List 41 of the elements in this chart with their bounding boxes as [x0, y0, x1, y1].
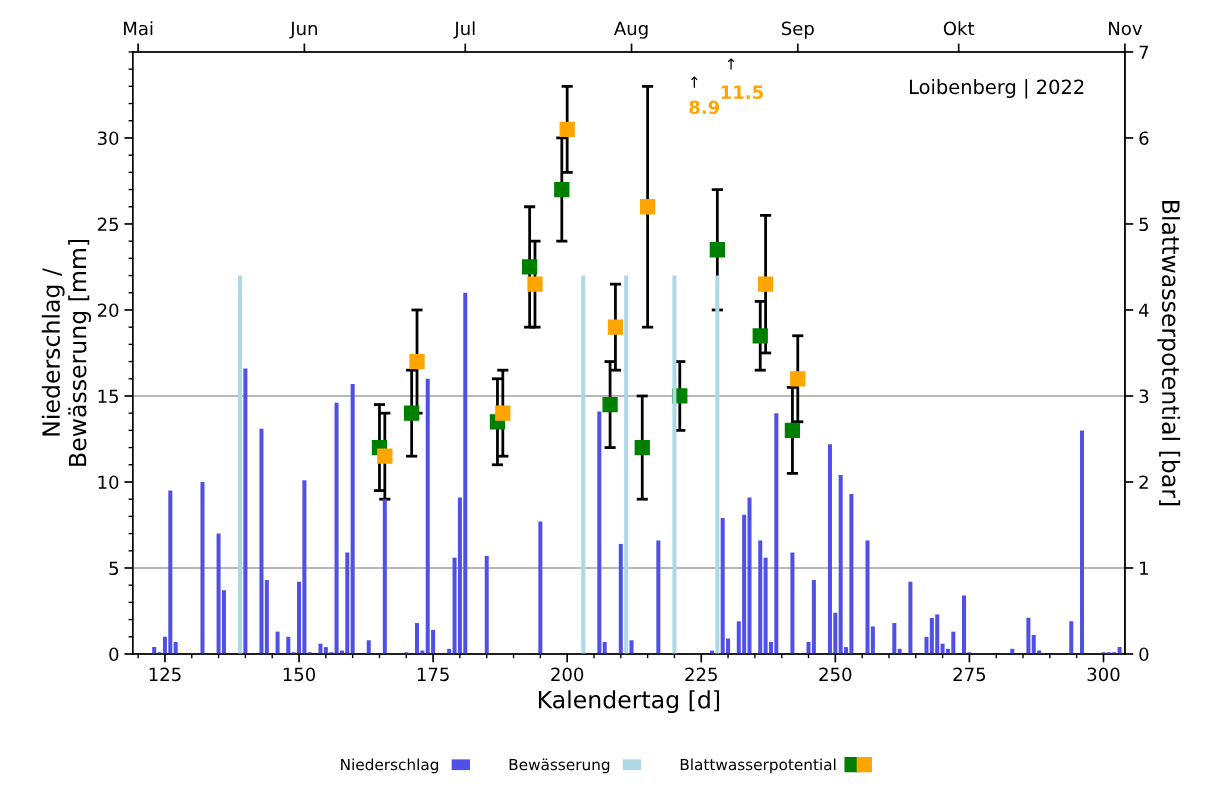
legend-label: Niederschlag [341, 758, 439, 774]
x-tick-label: 225 [685, 667, 717, 682]
y-tick-label: 20 [97, 303, 119, 318]
x-tick-label: 175 [417, 667, 449, 682]
y-tick-label: 15 [98, 389, 118, 404]
y-tick-label: 0 [109, 647, 119, 662]
legend-label: Blattwasserpotential [680, 758, 836, 774]
x-tick-label: 275 [953, 667, 986, 682]
y2-tick-label: 6 [1139, 131, 1149, 146]
x2-tick-label: Mai [124, 21, 153, 36]
x-tick-label: 250 [819, 667, 852, 682]
x-tick-label: 125 [149, 667, 181, 682]
x-tick-label: 200 [551, 667, 584, 682]
y2-tick-label: 5 [1139, 217, 1149, 232]
x2-tick-label: Okt [943, 21, 975, 36]
legend-label: Bewässerung [509, 758, 610, 774]
x2-tick-label: Nov [1109, 21, 1142, 36]
annotation: 11.5 [721, 85, 763, 100]
x-tick-label: 150 [283, 667, 316, 682]
y-tick-label: 10 [98, 475, 119, 490]
annotation: Loibenberg | 2022 [910, 79, 1084, 99]
y2-tick-label: 4 [1139, 303, 1149, 317]
x2-tick-label: Jun [289, 21, 317, 39]
y2-tick-label: 0 [1139, 647, 1149, 662]
y2-tick-label: 1 [1140, 561, 1148, 575]
x-axis-title: Kalendertag [d] [538, 690, 720, 714]
y-tick-label: 25 [97, 217, 118, 232]
y2-tick-label: 7 [1139, 45, 1149, 59]
x2-tick-label: Aug [614, 21, 648, 39]
y-axis-title: Niederschlag / Bewässerung [mm] [41, 239, 92, 466]
annotation: ↑ [727, 58, 735, 70]
y-tick-label: 5 [109, 561, 118, 576]
x-tick-label: 300 [1087, 667, 1120, 682]
y2-tick-label: 3 [1139, 389, 1149, 404]
x2-tick-label: Jul [453, 21, 475, 39]
y-tick-label: 30 [97, 131, 119, 146]
annotation: ↑ [691, 76, 698, 88]
y2-axis-title: Blattwasserpotential [bar] [1157, 201, 1181, 506]
y2-tick-label: 2 [1139, 475, 1148, 489]
annotation: 8.9 [689, 100, 720, 115]
x2-tick-label: Sep [781, 21, 814, 39]
